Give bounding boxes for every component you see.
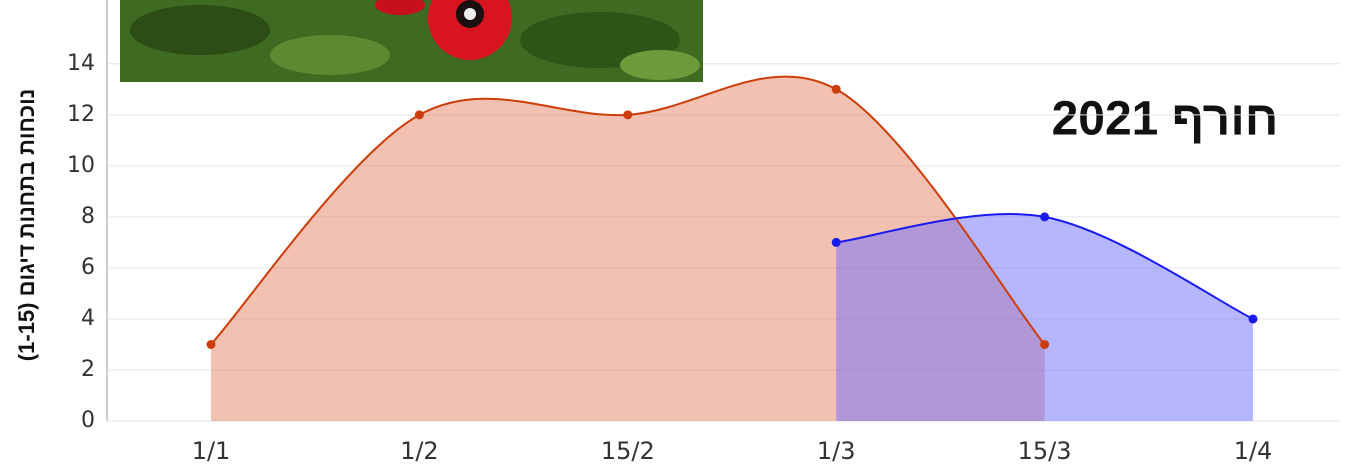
x-tick-label: 1/4 (1234, 437, 1273, 465)
data-point (414, 110, 424, 120)
x-tick-label: 15/2 (601, 437, 655, 465)
y-tick-label: 10 (67, 153, 95, 178)
data-point (1040, 212, 1050, 222)
x-tick-label: 1/1 (192, 437, 231, 465)
y-axis-label: נוכחות בתחנות דיגום (1-15) (14, 89, 39, 361)
x-tick-label: 1/2 (400, 437, 439, 465)
photo (120, 0, 703, 82)
y-tick-label: 8 (81, 204, 95, 229)
data-point (831, 237, 841, 247)
y-tick-label: 14 (67, 51, 95, 76)
area-fill (211, 76, 1045, 422)
data-point (1248, 314, 1258, 324)
area-fill (836, 214, 1253, 421)
data-point (1040, 339, 1050, 349)
chart-title: חורף 2021 (1052, 93, 1279, 146)
x-tick-label: 1/3 (817, 437, 856, 465)
y-tick-label: 4 (81, 306, 95, 331)
data-point (206, 339, 216, 349)
y-tick-label: 0 (81, 408, 95, 433)
x-tick-label: 15/3 (1018, 437, 1072, 465)
y-tick-label: 2 (81, 357, 95, 382)
data-point (623, 110, 633, 120)
y-tick-label: 6 (81, 255, 95, 280)
data-point (831, 84, 841, 94)
y-tick-label: 12 (67, 102, 95, 127)
